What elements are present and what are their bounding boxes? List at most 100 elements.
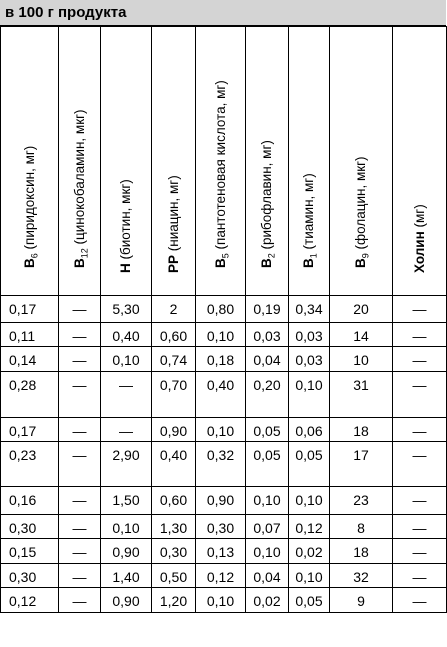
column-header-unit: (цинокобаламин, мкг) — [71, 109, 87, 249]
table-row: 0,17— —0,90 0,10 0,05 0,06 18— — [0, 417, 447, 442]
table-cell: 0,17 — [0, 417, 59, 442]
table-cell: 0,23 — [0, 441, 59, 487]
table-cell: 0,10 — [245, 538, 289, 564]
column-header: B6 (пиридоксин, мг) — [0, 26, 59, 296]
table-row: 0,28— —0,70 0,40 0,20 0,10 31— — [0, 371, 447, 418]
header-row: B6 (пиридоксин, мг) B12 (цинокобаламин, м… — [0, 26, 447, 296]
table-cell: 0,10 — [195, 417, 246, 442]
column-header-subscript: 12 — [79, 248, 90, 259]
column-header-name: B — [21, 258, 37, 269]
table-cell: — — [392, 346, 447, 372]
table-cell: 0,19 — [245, 295, 289, 323]
column-header: B12 (цинокобаламин, мкг) — [58, 26, 101, 296]
table-cell: 0,18 — [195, 346, 246, 372]
table-row: 0,16—1,50 0,60 0,90 0,10 0,10 23— — [0, 486, 447, 515]
table-cell: 0,34 — [288, 295, 330, 323]
table-cell: 0,06 — [288, 417, 330, 442]
table-cell: — — [58, 563, 101, 588]
table-cell: — — [392, 441, 447, 487]
column-header-name: B — [71, 258, 87, 269]
table-cell: — — [100, 371, 152, 418]
table-cell: 0,14 — [0, 346, 59, 372]
table-cell: — — [58, 587, 101, 613]
table-cell: 0,90 — [100, 587, 152, 613]
column-header-subscript: 1 — [308, 253, 319, 259]
table-cell: 5,30 — [100, 295, 152, 323]
column-header-label: B9 (фолацин, мкг) — [353, 157, 374, 269]
table-cell: 0,80 — [195, 295, 246, 323]
table-cell: 0,05 — [245, 441, 289, 487]
table-cell: 0,40 — [195, 371, 246, 418]
column-header-unit: (ниацин, мг) — [165, 175, 181, 255]
column-header-name: B — [259, 258, 274, 269]
table-cell: — — [58, 486, 101, 515]
table-cell: 18 — [329, 538, 393, 564]
table-cell: 0,10 — [288, 371, 330, 418]
table-cell: 0,10 — [288, 563, 330, 588]
column-header-label: H (биотин, мкг) — [118, 179, 134, 273]
table-cell: — — [392, 371, 447, 418]
column-header-unit: (пантотеновая кислота, мг) — [212, 80, 228, 254]
table-cell: 2,90 — [100, 441, 152, 487]
column-header: B9 (фолацин, мкг) — [329, 26, 393, 296]
column-header-label: B1 (тиамин, мг) — [301, 174, 322, 269]
column-header-subscript: 6 — [29, 253, 40, 259]
table-body: 0,17—5,30 2 0,80 0,19 0,34 20—0,11—0,40 0,60 0,… — [0, 295, 447, 613]
column-header-name: B — [301, 258, 316, 269]
table-cell: 0,70 — [151, 371, 196, 418]
table-cell: 0,02 — [245, 587, 289, 613]
column-header-name: H — [118, 263, 133, 273]
table-cell: 0,20 — [245, 371, 289, 418]
table-cell: — — [58, 441, 101, 487]
table-cell: 0,30 — [151, 538, 196, 564]
table-cell: 23 — [329, 486, 393, 515]
table-cell: — — [58, 295, 101, 323]
table-cell: — — [392, 587, 447, 613]
column-header-subscript: 9 — [360, 253, 371, 259]
table-cell: — — [392, 486, 447, 515]
table-row: 0,12—0,90 1,20 0,10 0,02 0,05 9— — [0, 587, 447, 613]
table-cell: 1,50 — [100, 486, 152, 515]
table-cell: — — [392, 514, 447, 539]
column-header-name: Холин — [411, 231, 427, 273]
table-cell: 0,03 — [288, 322, 330, 347]
table-cell: — — [58, 417, 101, 442]
table-cell: 0,28 — [0, 371, 59, 418]
column-header: B2 (рибофлавин, мг) — [245, 26, 289, 296]
table-cell: 0,03 — [288, 346, 330, 372]
table-cell: 0,12 — [195, 563, 246, 588]
column-header: B5 (пантотеновая кислота, мг) — [195, 26, 246, 296]
table-cell: 0,40 — [100, 322, 152, 347]
table-cell: 0,05 — [288, 587, 330, 613]
table-cell: 8 — [329, 514, 393, 539]
table-row: 0,15—0,90 0,30 0,13 0,10 0,02 18— — [0, 538, 447, 564]
table-cell: — — [392, 538, 447, 564]
column-header-label: PP (ниацин, мг) — [166, 175, 182, 273]
table-cell: — — [392, 322, 447, 347]
table-cell: 0,10 — [195, 587, 246, 613]
table-cell: 0,15 — [0, 538, 59, 564]
table-cell: 0,17 — [0, 295, 59, 323]
table-cell: 1,20 — [151, 587, 196, 613]
column-header-unit: (рибофлавин, мг) — [259, 140, 274, 254]
column-header: B1 (тиамин, мг) — [288, 26, 330, 296]
table-row: 0,30—0,10 1,30 0,30 0,07 0,12 8— — [0, 514, 447, 539]
table-row: 0,30—1,40 0,50 0,12 0,04 0,10 32— — [0, 563, 447, 588]
table-cell: 17 — [329, 441, 393, 487]
column-header-label: B5 (пантотеновая кислота, мг) — [213, 81, 234, 269]
table-cell: 10 — [329, 346, 393, 372]
table-cell: 31 — [329, 371, 393, 418]
table-cell: 0,50 — [151, 563, 196, 588]
table-cell: 0,16 — [0, 486, 59, 515]
table-cell: 0,12 — [288, 514, 330, 539]
table-cell: — — [392, 563, 447, 588]
table-cell: 1,40 — [100, 563, 152, 588]
table-cell: 0,03 — [245, 322, 289, 347]
column-header: PP (ниацин, мг) — [151, 26, 196, 296]
table-row: 0,17—5,30 2 0,80 0,19 0,34 20— — [0, 295, 447, 323]
table-cell: 0,04 — [245, 563, 289, 588]
table-cell: — — [58, 322, 101, 347]
table-cell: 0,05 — [245, 417, 289, 442]
table-cell: 0,74 — [151, 346, 196, 372]
column-header: Холин (мг) — [392, 26, 447, 296]
